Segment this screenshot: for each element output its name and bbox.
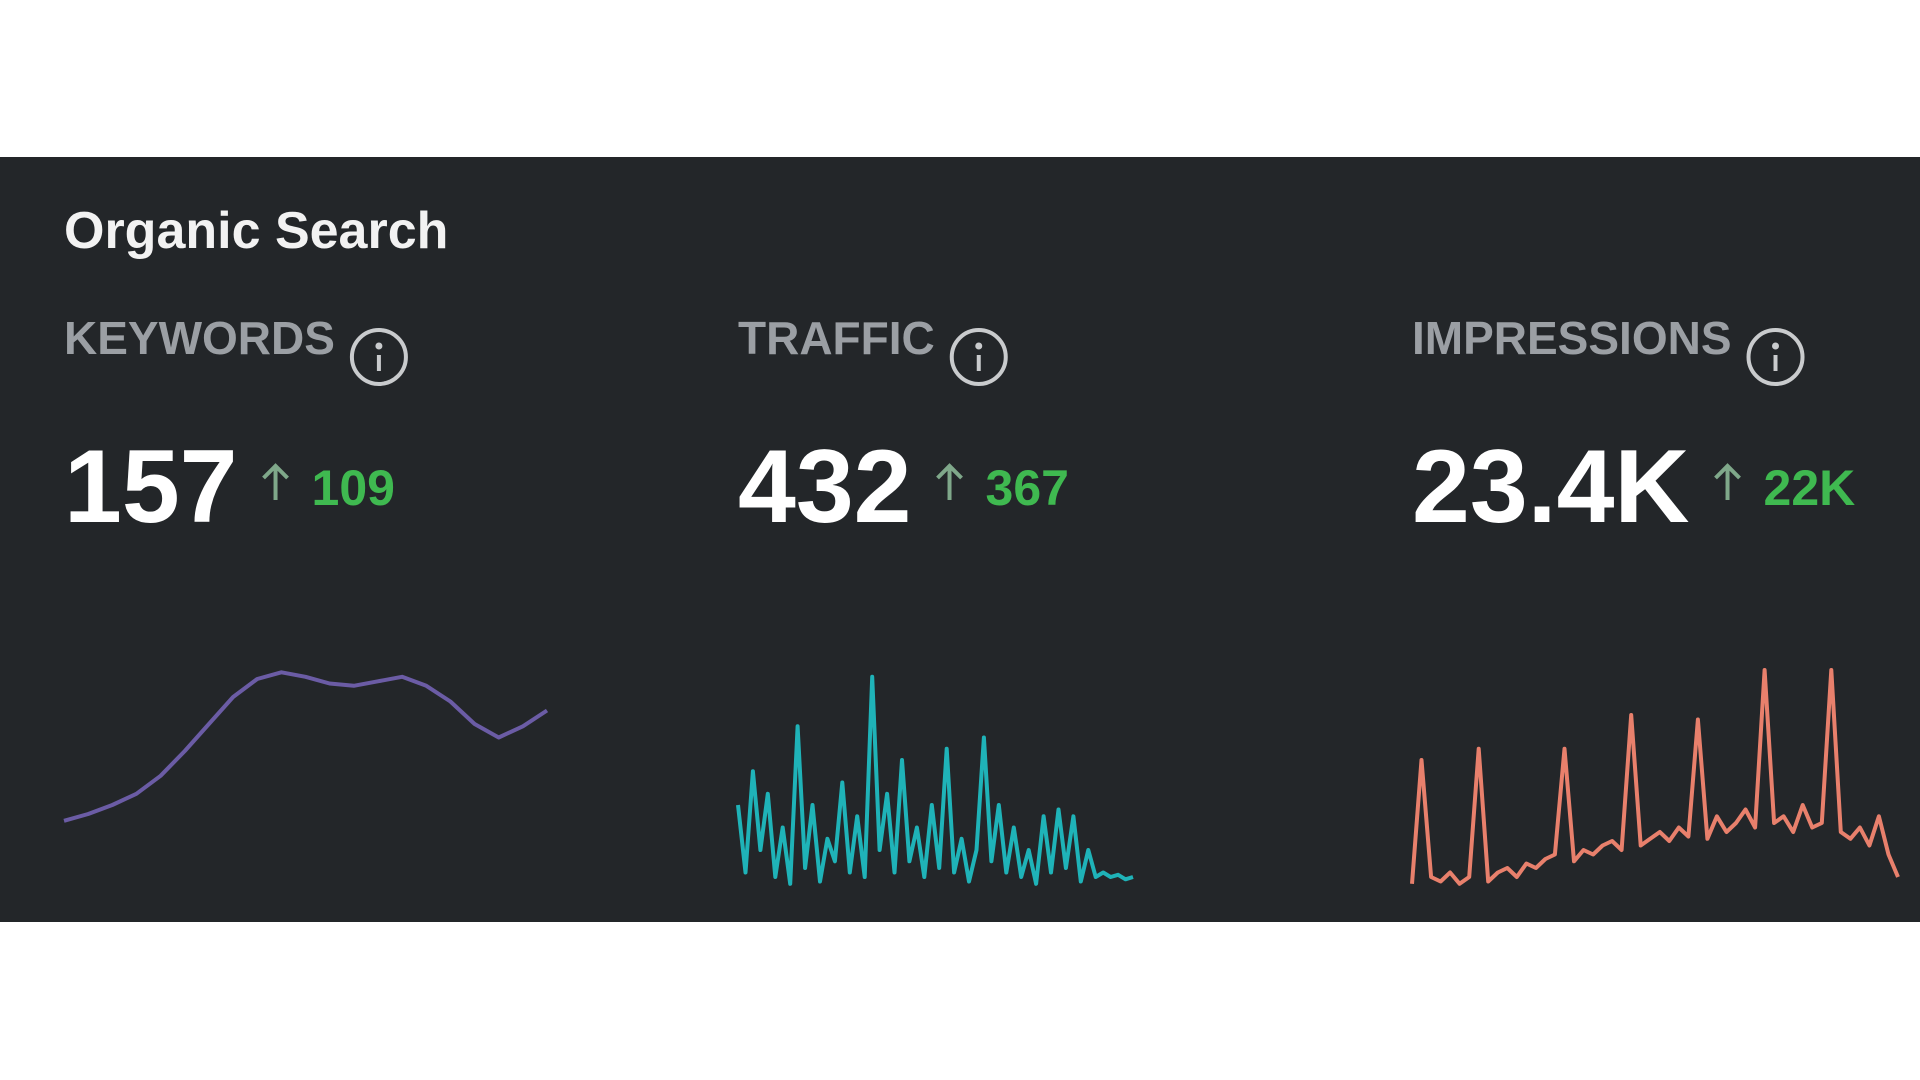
info-icon[interactable] xyxy=(949,328,1008,386)
info-dot xyxy=(375,342,383,350)
metric-card: IMPRESSIONS 23.4K 22K xyxy=(1410,312,1900,886)
info-icon[interactable] xyxy=(1746,328,1805,386)
change-arrow xyxy=(936,463,963,500)
panel xyxy=(0,157,1920,922)
sparkline xyxy=(736,674,1134,886)
metric-value: 432 xyxy=(738,429,912,545)
info-circle xyxy=(349,328,408,386)
metric-value: 23.4K xyxy=(1412,429,1690,545)
metric-change: 22K xyxy=(1764,460,1856,516)
metric-change: 367 xyxy=(986,460,1069,516)
metric-card: TRAFFIC 432 367 xyxy=(736,312,1134,886)
change-arrow xyxy=(262,463,289,500)
info-circle xyxy=(1746,328,1805,386)
metric-value: 157 xyxy=(64,429,238,545)
sparkline xyxy=(63,670,549,823)
info-icon[interactable] xyxy=(349,328,408,386)
metric-label: TRAFFIC xyxy=(738,312,935,364)
panel-title: Organic Search xyxy=(64,202,448,260)
metric-label: KEYWORDS xyxy=(64,312,335,364)
metric-label: IMPRESSIONS xyxy=(1412,312,1732,364)
metric-change: 109 xyxy=(312,460,395,516)
info-dot xyxy=(1772,342,1780,350)
info-circle xyxy=(949,328,1008,386)
change-arrow xyxy=(1714,463,1741,500)
metric-card: KEYWORDS 157 109 xyxy=(63,312,549,823)
sparkline xyxy=(1410,668,1900,886)
info-dot xyxy=(975,342,983,350)
